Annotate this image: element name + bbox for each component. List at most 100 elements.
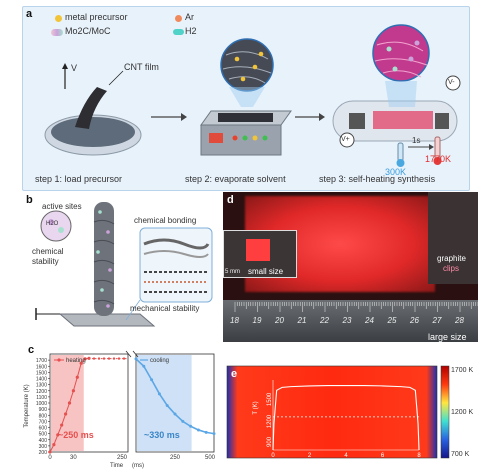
cnt-fibers-hot [374,41,428,78]
cooling-point [157,392,161,396]
legend-h2: H2 [185,26,197,36]
heating-point [75,375,79,379]
chemical-bonding-label: chemical bonding [134,216,197,225]
vplus-label: V+ [341,136,350,143]
time-label: 1s [412,136,421,145]
graphite-clip [428,192,478,284]
arrow-head [181,113,187,121]
plate-knob [232,135,238,141]
particle [96,250,100,254]
x-tick-label: 0 [271,453,275,459]
cnt-film [75,87,107,129]
precursor-particle [234,56,240,62]
h2o-label: H2O [46,221,59,227]
x-tick-label: 250 [170,455,181,461]
cooling-point [181,419,185,423]
y-tick-label: 300 [39,444,48,450]
product-particle [386,46,392,52]
time-arrow-head [429,144,434,150]
temperature-profile [272,384,420,451]
y-tick-label: 1700 [36,358,47,364]
cnt-texture [93,219,115,305]
temp-low-label: 300K [385,167,407,177]
heating-point [67,401,72,405]
y-tick-label: 1100 [36,395,47,401]
y-tick-label: 1500 [267,392,273,406]
legend-heating-marker [57,358,61,362]
legend-dot-ar [175,15,182,22]
cnt-pointer [108,70,124,86]
mechanical-stability-label: mechanical stability [130,304,200,313]
heating-point [79,361,83,365]
thermometer-cold-bulb [396,159,405,167]
y-tick-label: 1300 [36,383,47,389]
electrode-minus [445,75,461,91]
thermometer-hot-bulb [433,157,442,165]
x-tick-label: 30 [70,455,77,461]
axis-break [125,350,132,358]
y-tick-label: 400 [39,438,48,444]
panel-label: e [231,368,237,380]
plateau-point [107,357,111,360]
plateau-point [87,357,91,360]
ruler-ticks [234,302,478,312]
substrate [58,313,156,327]
panel-b: b active sites H2O chemical stability ch… [22,192,218,342]
colorbar-label: 700 K [451,451,470,458]
plateau-point [92,357,96,360]
colorbar-label: 1200 K [451,409,474,416]
particle [100,288,104,292]
schematic-illustration [44,24,461,167]
vminus-label: V- [448,79,455,86]
colorbar-label: 1700 K [451,367,474,374]
cooling-point [134,357,138,361]
x-tick-label: 4 [344,453,348,459]
heating-point [52,443,56,447]
clip-right [435,113,449,129]
clip-left [349,113,365,129]
particle [98,210,102,214]
ruler-label: 24 [365,316,374,325]
y-tick-label: 1500 [36,370,47,376]
cnt-bundle [94,202,114,316]
panel-a: a metal precursor Ar Mo2C/MoC H2 [22,6,470,191]
y-tick-label: 1400 [36,377,47,383]
legend-metal-precursor: metal precursor [65,12,128,22]
thermometer-cold [397,142,404,162]
legend-cooling-label: cooling [150,358,169,364]
bonding-pointer [125,299,141,321]
cooling-point [189,424,193,428]
heating-annotation: ~250 ms [58,430,94,440]
step-3-label: step 3: self-heating synthesis [319,174,436,184]
plate-knob [262,135,268,141]
active-site [48,219,54,225]
plate-knob [242,135,248,141]
ruler [223,300,478,342]
ruler-label: 23 [342,316,352,325]
small-size-label: small size [248,267,284,276]
plateau-point [112,357,116,360]
large-size-label: large size [428,332,467,342]
cooling-point [165,403,169,407]
cooling-point [196,428,200,432]
cooling-point [173,412,177,416]
plateau-point [102,357,106,360]
legend-dot-h2 [173,29,184,35]
small-size-inset [223,230,297,278]
arrow-head [319,113,325,121]
zoom-cnt [220,38,274,92]
y-tick-label: 1200 [36,389,47,395]
legend-dot-mo2c [51,29,63,36]
x-axis-unit: (ms) [132,463,144,469]
scale-bar-label: 5 mm [225,269,240,275]
legend-heating-label: heating [66,358,86,364]
panel-label: b [26,194,33,206]
cnt-layer [143,250,209,258]
cooling-point [204,430,208,434]
product-particle [408,56,414,62]
temperature-chart: 2003004005006007008009001000110012001300… [24,350,216,469]
ruler-tick-group [234,302,478,312]
plateau-point [117,357,121,360]
active-site [58,227,64,233]
plateau-point [97,357,101,360]
